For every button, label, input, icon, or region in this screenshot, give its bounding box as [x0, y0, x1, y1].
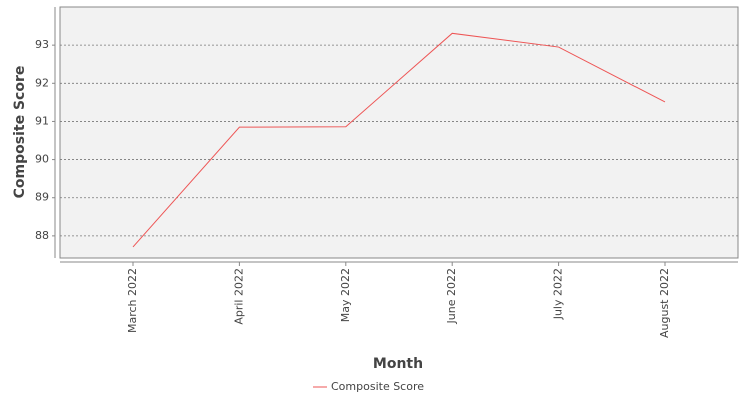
y-axis-title: Composite Score [12, 66, 28, 199]
x-tick-label: March 2022 [126, 268, 139, 333]
x-tick-label: May 2022 [339, 268, 352, 322]
y-tick-label: 88 [35, 229, 49, 242]
y-tick-label: 90 [35, 153, 49, 166]
x-tick-label: August 2022 [658, 268, 671, 338]
y-tick-label: 93 [35, 38, 49, 51]
line-series [132, 32, 666, 248]
y-tick-label: 92 [35, 76, 49, 89]
legend-label: Composite Score [331, 380, 424, 393]
x-axis-title: Month [373, 356, 423, 372]
y-tick-label: 89 [35, 191, 49, 204]
y-tick-label: 91 [35, 114, 49, 127]
plot-area [59, 6, 739, 259]
x-tick-label: April 2022 [232, 268, 245, 325]
x-tick-label: June 2022 [445, 268, 458, 324]
x-tick-label: July 2022 [552, 268, 565, 320]
